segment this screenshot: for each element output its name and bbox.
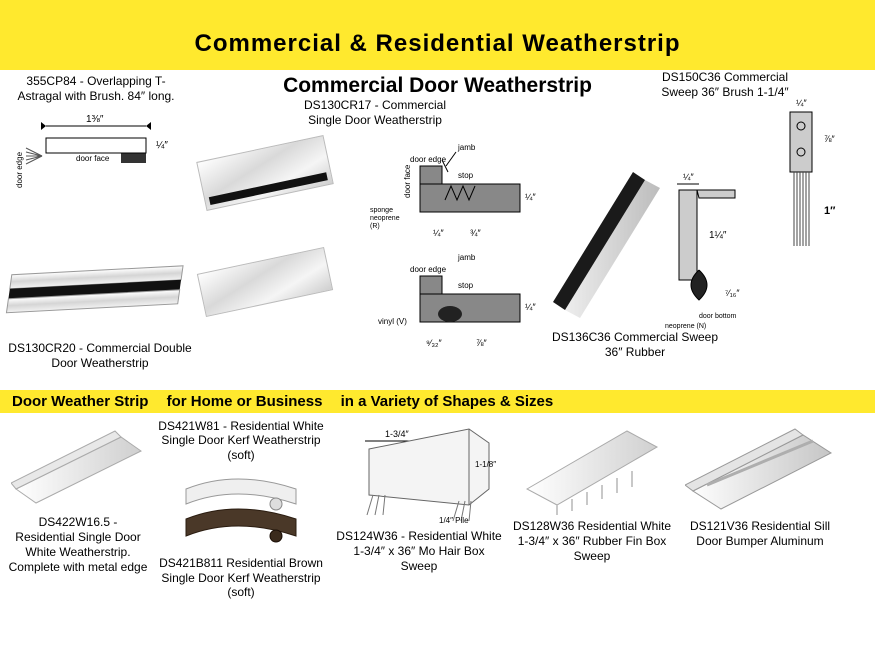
product-DS128W36: DS128W36 Residential White 1-3/4″ x 36″ … <box>512 419 672 564</box>
product-DS130CR20: DS130CR20 - Commercial Double Door Weath… <box>0 240 200 371</box>
svg-text:vinyl (V): vinyl (V) <box>378 317 407 326</box>
svg-text:door edge: door edge <box>410 265 447 274</box>
svg-text:⁷⁄₁₆″: ⁷⁄₁₆″ <box>725 288 740 298</box>
svg-text:jamb: jamb <box>457 253 476 262</box>
commercial-section: Commercial Door Weatherstrip 355CP84 - O… <box>0 70 875 390</box>
product-label: 355CP84 - Overlapping T-Astragal with Br… <box>6 74 186 104</box>
product-DS124W36: 1-3/4″ 1-1/8″ 1/4″ Pile DS124W36 - Resid… <box>334 419 504 574</box>
svg-text:¼″: ¼″ <box>683 172 695 182</box>
svg-text:stop: stop <box>458 171 474 180</box>
product-DS150C36: DS150C36 Commercial Sweep 36″ Brush 1-1/… <box>650 70 800 104</box>
top-banner: Commercial & Residential Weatherstrip <box>0 0 875 70</box>
photo-DS136C36 <box>545 160 665 320</box>
product-label: DS128W36 Residential White 1-3/4″ x 36″ … <box>512 519 672 564</box>
product-DS130CR17: DS130CR17 - Commercial Single Door Weath… <box>290 98 460 128</box>
svg-text:1-3/4″: 1-3/4″ <box>385 429 410 439</box>
svg-text:¼″: ¼″ <box>796 98 808 108</box>
photo-strip-bottom <box>197 247 333 317</box>
svg-text:neoprene: neoprene <box>370 215 400 222</box>
diagram-DS130CR17-sponge: jamb door edge door face stop spongeneop… <box>370 140 540 250</box>
diagram-DS130CR17-vinyl: jamb door edge stop vinyl (V) ⁹⁄₃₂″ ⅞″ ¼″ <box>370 250 540 360</box>
product-kerf-group: DS421W81 - Residential White Single Door… <box>156 419 326 599</box>
svg-text:door edge: door edge <box>410 155 447 164</box>
product-label: DS121V36 Residential Sill Door Bumper Al… <box>680 519 840 549</box>
svg-text:¼″: ¼″ <box>156 139 168 151</box>
photo-kerf <box>176 464 306 554</box>
svg-text:¼″: ¼″ <box>433 228 445 238</box>
product-label: DS422W16.5 - Residential Single Door Whi… <box>8 515 148 575</box>
product-355CP84: 355CP84 - Overlapping T-Astragal with Br… <box>6 74 186 198</box>
svg-text:sponge: sponge <box>370 207 393 214</box>
svg-text:door bottom: door bottom <box>699 313 737 320</box>
svg-text:(R): (R) <box>370 223 380 230</box>
photo-DS121V36 <box>685 419 835 519</box>
svg-text:⅞″: ⅞″ <box>824 134 836 144</box>
svg-text:¼″: ¼″ <box>525 302 537 312</box>
product-DS422W16_5: DS422W16.5 - Residential Single Door Whi… <box>8 419 148 575</box>
svg-text:1/4″ Pile: 1/4″ Pile <box>439 516 469 525</box>
svg-text:¾″: ¾″ <box>470 228 482 238</box>
product-label: DS130CR20 - Commercial Double Door Weath… <box>0 341 200 371</box>
diagram-DS150C36: ¼″ ⅞″ 1″ <box>780 96 860 266</box>
svg-text:1¼″: 1¼″ <box>709 229 727 241</box>
product-label: DS124W36 - Residential White 1-3/4″ x 36… <box>334 529 504 574</box>
svg-text:⁹⁄₃₂″: ⁹⁄₃₂″ <box>426 338 443 348</box>
product-DS136C36: DS136C36 Commercial Sweep 36″ Rubber <box>550 330 720 360</box>
mid-t3: in a Variety of Shapes & Sizes <box>341 393 554 410</box>
photo-DS128W36 <box>517 419 667 519</box>
mid-banner: Door Weather Strip for Home or Business … <box>0 390 875 413</box>
svg-text:door edge: door edge <box>16 151 24 188</box>
product-label: DS136C36 Commercial Sweep 36″ Rubber <box>550 330 720 360</box>
svg-text:1⅜″: 1⅜″ <box>86 114 104 125</box>
product-label: DS130CR17 - Commercial Single Door Weath… <box>290 98 460 128</box>
svg-text:1-1/8″: 1-1/8″ <box>475 460 496 469</box>
svg-text:door face: door face <box>403 164 412 198</box>
product-DS121V36: DS121V36 Residential Sill Door Bumper Al… <box>680 419 840 549</box>
svg-text:stop: stop <box>458 281 474 290</box>
svg-text:door face: door face <box>76 154 110 163</box>
mid-t1: Door Weather Strip <box>12 393 148 410</box>
residential-section: DS422W16.5 - Residential Single Door Whi… <box>0 413 875 605</box>
svg-text:¼″: ¼″ <box>525 192 537 202</box>
product-label-DS421B811: DS421B811 Residential Brown Single Door … <box>156 556 326 599</box>
diagram-DS136C36: ¼″ 1¼″ ⁷⁄₁₆″ door bottom neoprene (N) <box>665 170 775 330</box>
diagram-DS124W36: 1-3/4″ 1-1/8″ 1/4″ Pile <box>339 419 499 529</box>
product-label-DS421W81: DS421W81 - Residential White Single Door… <box>156 419 326 462</box>
svg-text:1″: 1″ <box>824 205 836 217</box>
svg-text:jamb: jamb <box>457 143 476 152</box>
svg-text:neoprene (N): neoprene (N) <box>665 323 706 330</box>
photo-strip-top <box>196 135 334 211</box>
main-title: Commercial & Residential Weatherstrip <box>0 30 875 58</box>
diagram-355CP84: 1⅜″ door face ¼″ door edge <box>16 108 176 198</box>
photo-DS130CR20 <box>0 235 202 340</box>
photo-DS422W16_5 <box>11 419 146 509</box>
mid-t2: for Home or Business <box>167 393 323 410</box>
product-label: DS150C36 Commercial Sweep 36″ Brush 1-1/… <box>650 70 800 100</box>
svg-text:⅞″: ⅞″ <box>476 338 488 348</box>
